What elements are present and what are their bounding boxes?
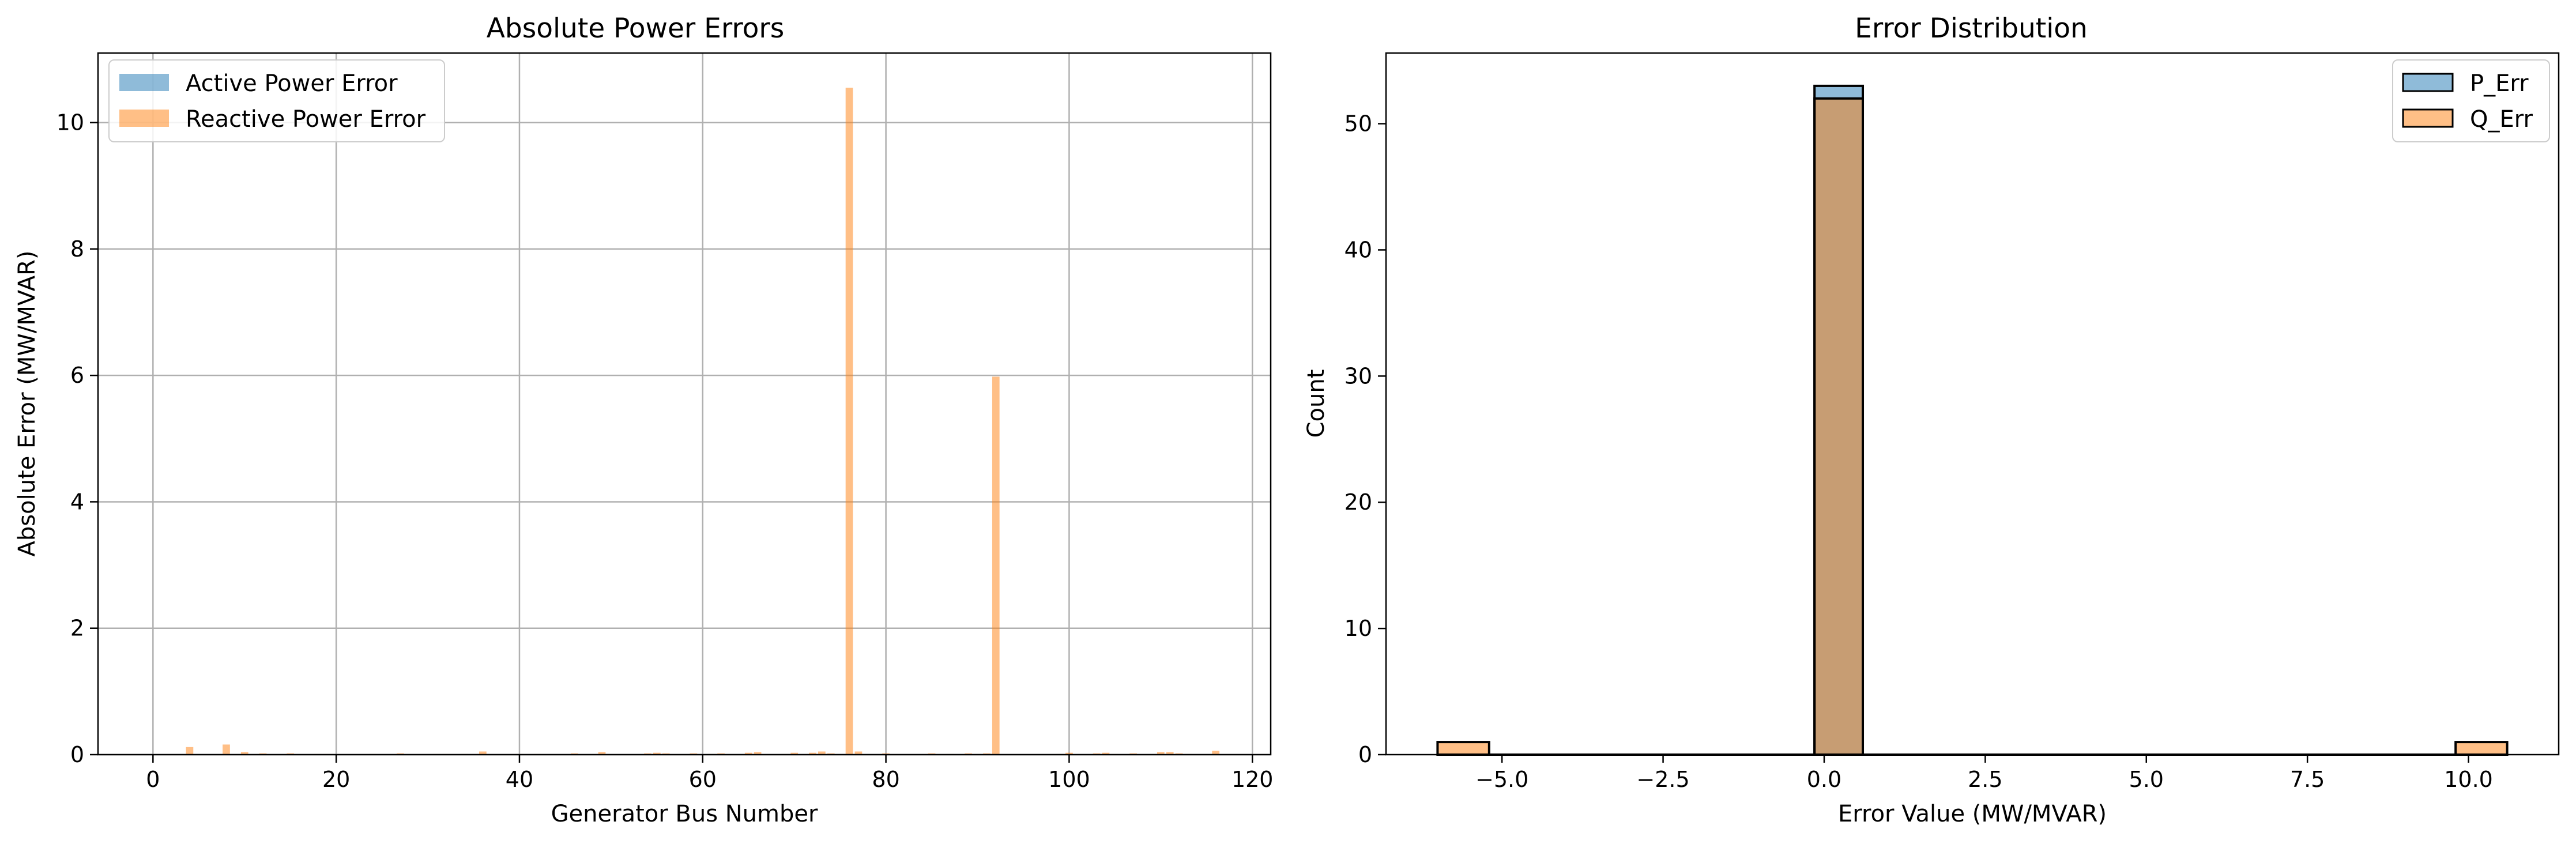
x-tick-label: 20 (322, 767, 350, 792)
chart-title: Absolute Power Errors (487, 13, 784, 44)
x-tick-label: 2.5 (1968, 767, 2002, 792)
bar-reactive-power (992, 376, 1000, 755)
y-tick-label: 0 (70, 742, 84, 767)
y-axis-label: Count (1303, 370, 1330, 438)
bin-q-err (1813, 97, 1865, 756)
bar-reactive-power (223, 744, 230, 755)
x-axis-label: Error Value (MW/MVAR) (1838, 801, 2107, 827)
bar-reactive-power (790, 752, 799, 755)
x-tick-label: 80 (872, 767, 899, 792)
legend: Active Power Error Reactive Power Error (108, 59, 445, 142)
legend-label-reactive: Reactive Power Error (186, 106, 426, 133)
x-tick-label: 40 (506, 767, 533, 792)
x-tick-label: 0.0 (1807, 767, 1841, 792)
bar-reactive-power (479, 751, 487, 755)
legend-swatch-q-err (2402, 108, 2454, 128)
bin-q-err (2454, 741, 2509, 756)
bar-reactive-power (653, 752, 661, 755)
bar-reactive-power (818, 751, 826, 755)
bar-reactive-power (809, 752, 816, 755)
x-tick-label: 60 (689, 767, 717, 792)
plot-frame (97, 52, 1272, 756)
x-tick-label: 0 (146, 767, 160, 792)
bar-reactive-power (240, 752, 248, 755)
bar-reactive-power (1212, 751, 1220, 755)
error-distribution-chart: Error Distribution −5.0 −2.5 0.0 2.5 5.0 7.5 1… (1303, 13, 2560, 827)
x-tick-label: 7.5 (2290, 767, 2325, 792)
bar-reactive-power (598, 752, 606, 755)
chart-title: Error Distribution (1855, 13, 2088, 44)
bar-reactive-power (1065, 752, 1073, 755)
y-tick-label: 10 (57, 110, 84, 135)
axis-ticks: 0 20 40 60 80 100 120 0 2 4 6 8 10 (57, 110, 1274, 792)
y-axis-label: Absolute Error (MW/MVAR) (14, 251, 40, 557)
legend-label-active: Active Power Error (186, 70, 398, 97)
y-tick-label: 6 (70, 363, 84, 388)
bar-reactive-power (186, 747, 194, 755)
y-tick-label: 40 (1345, 237, 1372, 262)
bar-reactive-power (744, 752, 752, 755)
legend-swatch-reactive (119, 110, 169, 127)
bar-reactive-power (1166, 752, 1174, 755)
bar-reactive-power (754, 752, 762, 755)
y-tick-label: 10 (1345, 616, 1372, 641)
bar-reactive-power (845, 88, 853, 755)
legend: P_Err Q_Err (2392, 59, 2550, 142)
plot-frame (1385, 52, 2560, 756)
x-tick-label: 5.0 (2129, 767, 2164, 792)
axis-ticks: −5.0 −2.5 0.0 2.5 5.0 7.5 10.0 0 10 20 30 40 50 (1345, 111, 2493, 792)
legend-swatch-active (119, 74, 169, 91)
x-tick-label: 120 (1231, 767, 1274, 792)
bar-reactive-power (1102, 752, 1110, 755)
legend-label-p-err: P_Err (2470, 70, 2529, 97)
x-tick-label: −5.0 (1475, 767, 1528, 792)
absolute-power-errors-chart: Absolute Power Errors 0 20 40 60 80 100 120 0 2 4… (14, 13, 1273, 827)
y-tick-label: 50 (1345, 111, 1372, 137)
x-tick-label: 10.0 (2444, 767, 2493, 792)
x-axis-label: Generator Bus Number (551, 801, 818, 827)
bin-q-err (1436, 741, 1490, 756)
y-tick-label: 0 (1358, 742, 1372, 767)
bar-reactive-power (1157, 752, 1165, 755)
legend-label-q-err: Q_Err (2470, 106, 2533, 133)
x-tick-label: 100 (1048, 767, 1090, 792)
x-tick-label: −2.5 (1636, 767, 1689, 792)
legend-box (108, 59, 445, 142)
y-tick-label: 30 (1345, 363, 1372, 389)
legend-swatch-p-err (2402, 73, 2454, 92)
y-tick-label: 2 (70, 616, 84, 641)
y-tick-label: 20 (1345, 489, 1372, 515)
y-tick-label: 8 (70, 236, 84, 262)
bar-reactive-power (854, 751, 863, 755)
y-tick-label: 4 (70, 489, 84, 514)
